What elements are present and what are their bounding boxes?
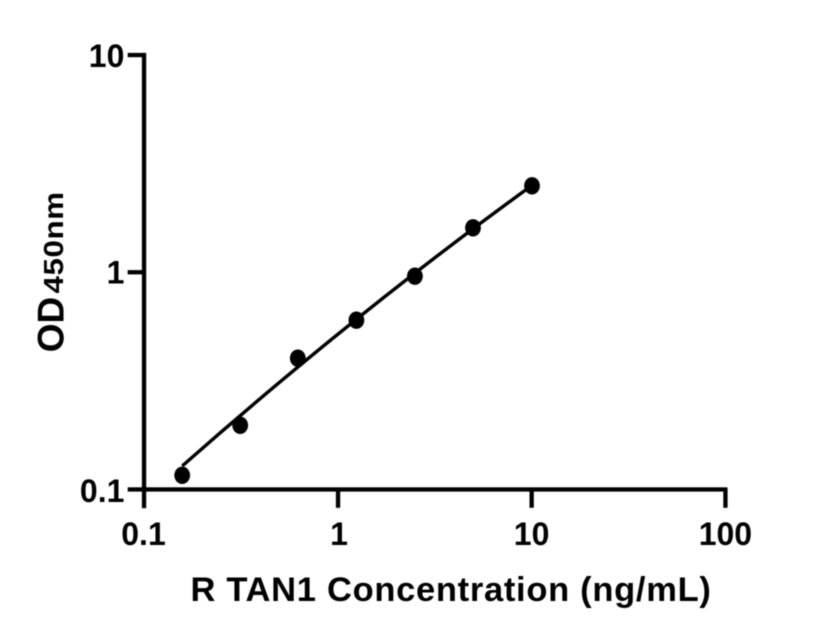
svg-text:1: 1: [330, 516, 348, 552]
svg-text:OD: OD: [30, 297, 71, 353]
svg-text:1: 1: [107, 255, 125, 291]
svg-text:0.1: 0.1: [80, 473, 124, 509]
svg-text:100: 100: [699, 516, 752, 552]
svg-text:10: 10: [89, 38, 125, 74]
svg-text:R TAN1 Concentration (ng/mL): R TAN1 Concentration (ng/mL): [190, 571, 711, 609]
svg-text:0.1: 0.1: [121, 516, 165, 552]
svg-text:450nm: 450nm: [38, 191, 69, 293]
svg-text:10: 10: [514, 516, 550, 552]
